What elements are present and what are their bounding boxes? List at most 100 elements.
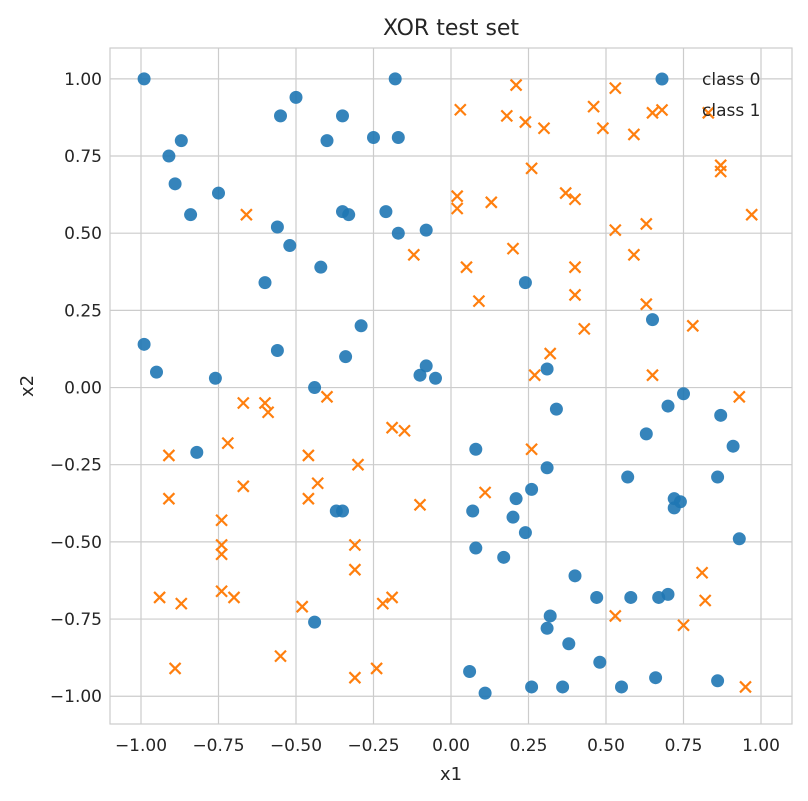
class-1-point [485, 196, 498, 209]
class-1-point [568, 192, 582, 206]
class-1-point [258, 396, 272, 410]
class-1-point [646, 106, 659, 120]
class-0-point [540, 461, 554, 475]
class-1-point [295, 600, 309, 613]
class-0-point [174, 134, 188, 148]
class-0-point [289, 90, 303, 104]
class-1-point [686, 319, 700, 333]
class-0-point [212, 186, 225, 200]
class-0-point [615, 680, 628, 694]
class-1-point [215, 513, 228, 527]
class-0-point [646, 313, 659, 327]
grid-layer [110, 48, 792, 724]
x-axis-ticks: −1.00 −0.75 −0.50 −0.25 0.00 0.25 0.50 0.75 1.00 [115, 736, 780, 756]
legend-label-class-0: class 0 [702, 70, 760, 90]
class-0-point [208, 371, 222, 385]
class-0-point [562, 637, 576, 651]
legend-label-class-1: class 1 [702, 101, 760, 121]
class-0-point [525, 680, 539, 694]
class-0-point [314, 260, 328, 274]
class-1-point [695, 566, 709, 580]
y-tick-label: 0.25 [64, 301, 102, 321]
class-0-point [590, 590, 604, 604]
class-0-point [549, 402, 563, 416]
class-1-point [376, 597, 390, 610]
y-tick-label: 0.75 [64, 147, 102, 167]
class-0-point [543, 609, 557, 623]
class-0-point [168, 177, 182, 191]
class-1-point [506, 242, 520, 255]
class-1-point [478, 486, 492, 499]
y-axis-label: x2 [17, 375, 38, 397]
class-0-point [367, 131, 380, 145]
legend-item-class-1: class 1 [655, 101, 760, 121]
class-1-point [714, 165, 727, 178]
class-0-point [463, 665, 477, 679]
class-0-point [274, 109, 287, 123]
class-0-point [593, 655, 607, 669]
class-1-point [398, 424, 411, 438]
class-1-point [215, 547, 228, 561]
class-1-point [450, 189, 464, 203]
class-1-point [237, 480, 250, 493]
class-0-point [162, 149, 176, 163]
legend-marker-x [655, 103, 669, 117]
class-0-point [732, 532, 746, 546]
y-axis-ticks: 1.00 0.75 0.50 0.25 0.00 −0.25 −0.50 −0.75 −1.00 [50, 70, 102, 707]
y-tick-label: −0.25 [50, 456, 102, 476]
y-tick-label: 0.00 [64, 379, 102, 399]
class-0-point [354, 319, 368, 333]
class-0-point [379, 205, 393, 219]
class-1-point [168, 662, 182, 675]
series-class-0 [137, 72, 746, 700]
class-1-point [413, 498, 427, 512]
class-0-point [711, 674, 725, 688]
class-1-point [162, 492, 176, 505]
class-0-point [667, 501, 681, 515]
class-1-point [320, 390, 334, 404]
class-1-point [274, 649, 287, 663]
class-0-point [649, 671, 663, 685]
x-tick-label: −0.50 [270, 736, 322, 756]
class-1-point [609, 81, 622, 95]
class-0-point [525, 482, 539, 496]
data-points [137, 72, 758, 700]
class-0-point [677, 387, 690, 401]
series-class-1 [153, 78, 758, 694]
class-0-point [661, 399, 675, 413]
class-1-point [370, 662, 383, 675]
class-0-point [388, 72, 402, 86]
y-tick-label: −0.50 [50, 533, 102, 553]
x-tick-label: 0.75 [665, 736, 703, 756]
class-1-point [677, 618, 690, 632]
class-1-point [153, 591, 166, 604]
class-0-point [270, 344, 284, 358]
class-0-point [419, 223, 433, 237]
x-tick-label: −0.25 [347, 736, 399, 756]
class-0-point [469, 541, 483, 555]
y-tick-label: 1.00 [64, 70, 102, 90]
x-tick-label: 1.00 [742, 736, 780, 756]
class-1-point [227, 591, 241, 604]
class-1-point [525, 162, 538, 175]
class-0-point [419, 359, 433, 373]
class-1-point [221, 436, 235, 450]
class-1-point [627, 128, 641, 141]
class-1-point [568, 260, 582, 274]
x-tick-label: 0.50 [587, 736, 625, 756]
class-0-point [478, 686, 492, 700]
x-tick-label: −1.00 [115, 736, 167, 756]
class-0-point [497, 550, 511, 564]
class-1-point [261, 405, 275, 419]
class-0-point [258, 276, 272, 290]
class-1-point [745, 208, 758, 221]
class-0-point [714, 408, 728, 422]
class-1-point [543, 347, 557, 360]
class-1-point [460, 260, 473, 274]
x-tick-label: 0.00 [432, 736, 470, 756]
class-1-point [237, 396, 250, 410]
class-0-point [137, 72, 151, 86]
class-0-point [308, 381, 322, 395]
class-0-point [540, 621, 554, 635]
